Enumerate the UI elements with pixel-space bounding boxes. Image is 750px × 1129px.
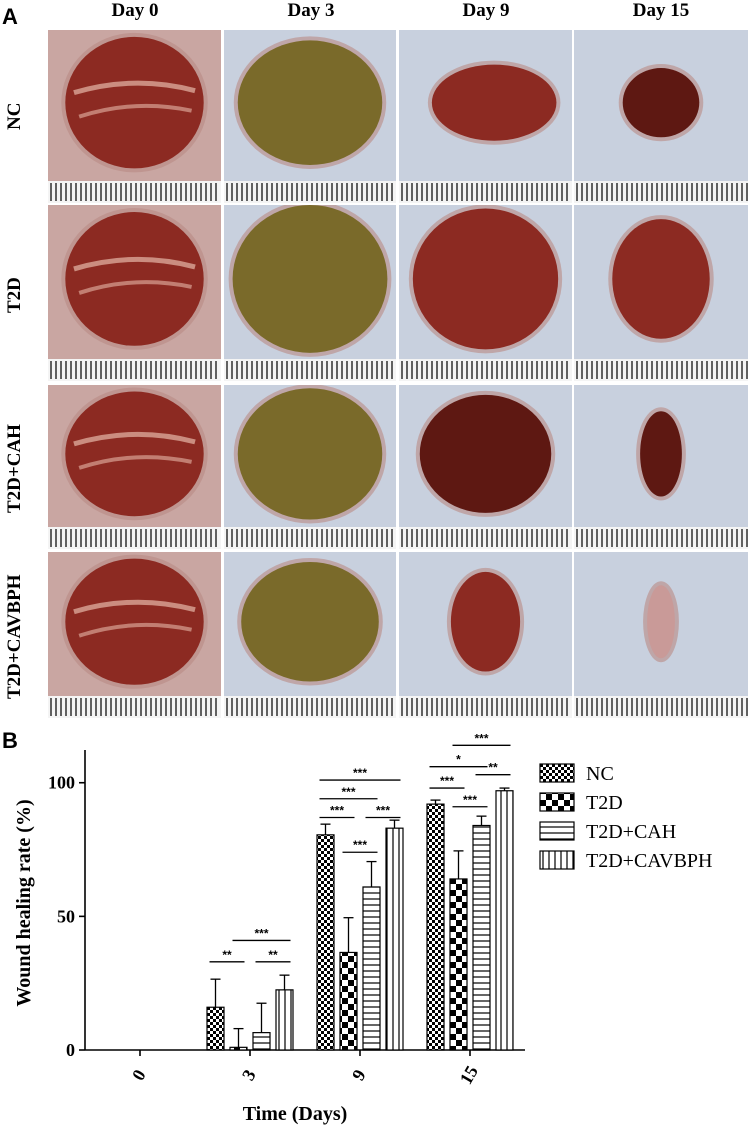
column-header-day-9: Day 9 bbox=[462, 0, 510, 21]
x-tick-label: 0 bbox=[128, 1066, 150, 1084]
row-label-t2d-cavbph: T2D+CAVBPH bbox=[4, 574, 25, 700]
row-label-nc: NC bbox=[4, 102, 25, 130]
wound-photo-r1-c3 bbox=[399, 30, 572, 203]
x-axis-title: Time (Days) bbox=[243, 1103, 348, 1125]
bar-t2d-day-3 bbox=[229, 1046, 248, 1051]
significance-label: *** bbox=[254, 926, 268, 940]
significance-label: *** bbox=[330, 803, 344, 817]
bar-t2d-cavbph-day-15 bbox=[495, 790, 514, 1051]
legend-label: T2D+CAVBPH bbox=[586, 850, 713, 872]
significance-label: *** bbox=[376, 803, 390, 817]
legend-swatch bbox=[539, 850, 575, 870]
wound-photo-r4-c4 bbox=[574, 552, 748, 718]
panel-a-letter: A bbox=[2, 4, 18, 29]
chart-axes: 0 50 100 Wound healing rate (%) 0 3 9 15 Time (D… bbox=[13, 750, 525, 1125]
bar-t2d-cah-day-3 bbox=[252, 1032, 271, 1051]
bar-t2d-day-9 bbox=[339, 951, 358, 1051]
wound-photo-r4-c2 bbox=[224, 552, 396, 718]
bar-t2d-cah-day-9 bbox=[362, 886, 381, 1051]
column-header-day-15: Day 15 bbox=[632, 0, 690, 21]
legend-swatch bbox=[539, 792, 575, 812]
y-tick-label: 50 bbox=[57, 906, 75, 926]
wound-photo-r1-c2 bbox=[224, 30, 396, 203]
x-tick-label: 3 bbox=[238, 1066, 260, 1084]
significance-label: *** bbox=[440, 774, 454, 788]
significance-label: *** bbox=[463, 793, 477, 807]
bar-t2d-cah-day-15 bbox=[472, 824, 491, 1051]
wound-photo-r3-c3 bbox=[399, 385, 572, 549]
row-label-t2d-cah: T2D+CAH bbox=[4, 424, 25, 514]
wound-photo-r4-c1 bbox=[48, 552, 221, 718]
y-axis-title: Wound healing rate (%) bbox=[13, 799, 35, 1006]
y-tick-label: 100 bbox=[48, 773, 75, 793]
wound-photo-r3-c2 bbox=[224, 385, 396, 549]
legend-label: T2D+CAH bbox=[586, 821, 676, 843]
bar-nc-day-9 bbox=[316, 834, 335, 1051]
legend-label: NC bbox=[586, 763, 614, 785]
significance-label: *** bbox=[474, 731, 488, 745]
significance-label: *** bbox=[353, 766, 367, 780]
row-label-t2d: T2D bbox=[4, 277, 25, 313]
x-tick-label: 15 bbox=[456, 1062, 482, 1088]
column-header-day-3: Day 3 bbox=[287, 0, 335, 21]
wound-photo-r3-c1 bbox=[48, 385, 221, 549]
bar-nc-day-15 bbox=[426, 803, 445, 1051]
wound-photo-r2-c2 bbox=[224, 205, 396, 381]
wound-photo-r2-c3 bbox=[399, 205, 572, 381]
legend-swatch bbox=[539, 763, 575, 783]
wound-photo-r2-c1 bbox=[48, 205, 221, 381]
significance-label: * bbox=[456, 753, 461, 767]
panel-b-letter: B bbox=[2, 728, 18, 753]
chart-bars bbox=[206, 787, 514, 1051]
bar-t2d-cavbph-day-3 bbox=[275, 989, 294, 1051]
significance-label: ** bbox=[488, 761, 498, 775]
bar-nc-day-3 bbox=[206, 1006, 225, 1051]
legend-label: T2D bbox=[586, 792, 623, 814]
y-tick-label: 0 bbox=[66, 1040, 75, 1060]
significance-label: ** bbox=[268, 948, 278, 962]
wound-photo-r4-c3 bbox=[399, 552, 572, 718]
wound-photo-r1-c4 bbox=[574, 30, 748, 203]
significance-label: ** bbox=[222, 948, 232, 962]
significance-markers: ** ******************************** bbox=[209, 731, 511, 963]
bar-t2d-cavbph-day-9 bbox=[385, 827, 404, 1051]
chart-legend: NC T2D T2D+CAH T2D+CAVBPH bbox=[539, 763, 713, 872]
wound-healing-bar-chart: 0 50 100 Wound healing rate (%) 0 3 9 15 Time (D… bbox=[13, 731, 713, 1125]
wound-photo-r2-c4 bbox=[574, 205, 748, 381]
wound-photo-r3-c4 bbox=[574, 385, 748, 549]
bar-t2d-day-15 bbox=[449, 878, 468, 1051]
wound-photo-r1-c1 bbox=[48, 30, 221, 203]
significance-label: *** bbox=[353, 838, 367, 852]
column-header-day-0: Day 0 bbox=[111, 0, 159, 21]
x-tick-label: 9 bbox=[348, 1066, 370, 1084]
significance-label: *** bbox=[341, 785, 355, 799]
legend-swatch bbox=[539, 821, 575, 841]
